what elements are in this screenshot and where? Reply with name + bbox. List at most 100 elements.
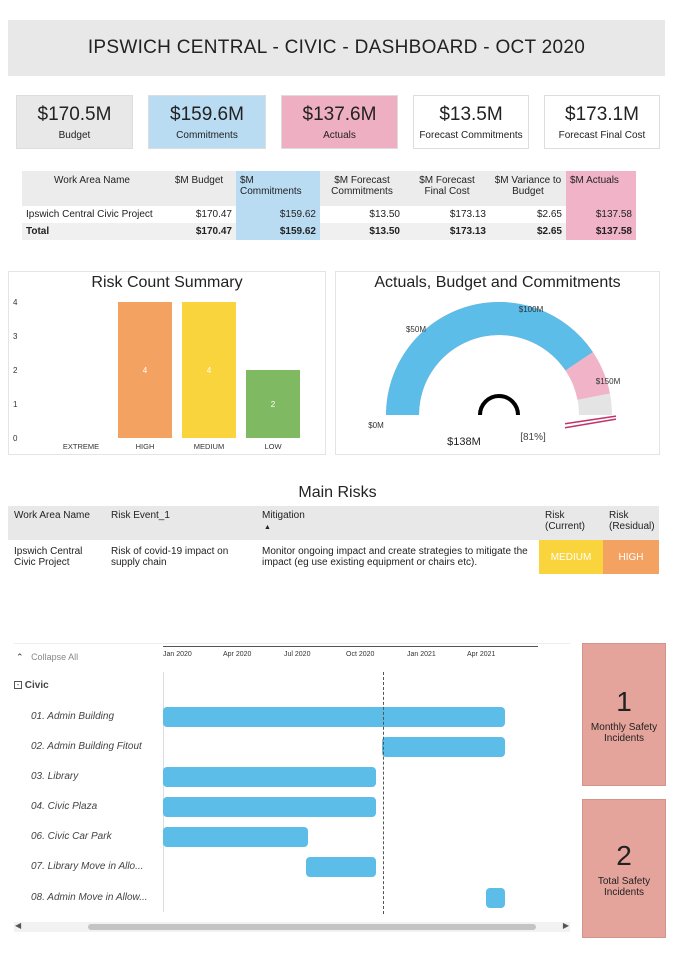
- gauge-percent-label: [81%]: [520, 432, 546, 443]
- scroll-left-icon[interactable]: ◀: [15, 921, 22, 930]
- gantt-bar[interactable]: [163, 767, 377, 787]
- table-row[interactable]: Ipswich Central Civic Project $170.47 $1…: [22, 206, 636, 223]
- scroll-right-icon[interactable]: ▶: [562, 921, 569, 930]
- y-tick-label: 0: [13, 434, 18, 443]
- column-header[interactable]: Risk (Residual): [603, 506, 659, 540]
- column-header[interactable]: $M Forecast Final Cost: [404, 171, 490, 206]
- x-category-label: MEDIUM: [194, 442, 224, 451]
- bar-value-label: 4: [143, 366, 148, 375]
- task-row-label[interactable]: 02. Admin Building Fitout: [31, 741, 142, 752]
- table-cell: Ipswich Central Civic Project: [14, 546, 83, 568]
- kpi-budget[interactable]: $170.5M Budget: [16, 95, 133, 149]
- table-row[interactable]: Ipswich Central Civic Project Risk of co…: [8, 540, 659, 574]
- scrollbar-thumb[interactable]: [88, 924, 536, 930]
- column-header[interactable]: Work Area Name: [8, 506, 105, 540]
- kpi-value: $170.5M: [37, 103, 112, 125]
- table-cell: Ipswich Central Civic Project: [26, 209, 153, 220]
- table-cell: $13.50: [369, 209, 400, 220]
- column-header-mitigation[interactable]: Mitigation ▲: [256, 506, 539, 540]
- safety-label: Total Safety Incidents: [597, 875, 651, 898]
- column-header[interactable]: $M Actuals: [566, 171, 636, 206]
- task-row-label[interactable]: 04. Civic Plaza: [31, 801, 98, 812]
- x-category-label: HIGH: [136, 442, 155, 451]
- gauge-tick-label: $100M: [519, 305, 544, 314]
- table-cell: $173.13: [449, 209, 486, 220]
- gantt-bar[interactable]: [382, 737, 505, 757]
- y-tick-label: 4: [13, 298, 18, 307]
- task-row-label[interactable]: 01. Admin Building: [31, 711, 115, 722]
- y-tick-label: 1: [13, 400, 18, 409]
- chart-title: Actuals, Budget and Commitments: [374, 274, 621, 291]
- column-header[interactable]: $M Budget: [162, 171, 236, 206]
- table-cell: $2.65: [536, 209, 562, 220]
- gantt-bar[interactable]: [163, 797, 377, 817]
- bar-high: [118, 302, 172, 438]
- kpi-value: $173.1M: [565, 103, 639, 125]
- gantt-bar[interactable]: [163, 827, 308, 847]
- monthly-safety-card[interactable]: 1 Monthly Safety Incidents: [582, 643, 666, 786]
- x-category-label: LOW: [264, 442, 282, 451]
- column-header[interactable]: Work Area Name: [22, 171, 162, 206]
- gantt-bar[interactable]: [305, 857, 377, 877]
- risk-count-chart: 0 1 2 3 4 EXTREME 4 HIGH 4 MEDIUM 2 LOW: [13, 298, 300, 451]
- group-row-civic[interactable]: - Civic: [14, 680, 49, 691]
- kpi-label: Commitments: [176, 129, 238, 141]
- y-tick-label: 3: [13, 332, 18, 341]
- chart-title: Risk Count Summary: [91, 274, 243, 291]
- page-title: IPSWICH CENTRAL - CIVIC - DASHBOARD - OC…: [8, 20, 665, 76]
- table-header-row: Work Area Name $M Budget $M Commitments …: [22, 171, 636, 206]
- y-tick-label: 2: [13, 366, 18, 375]
- gauge-value-label: $138M: [447, 436, 481, 448]
- table-cell: $13.50: [320, 223, 404, 240]
- timeline-month-label: Jan 2021: [407, 651, 436, 658]
- kpi-actuals[interactable]: $137.6M Actuals: [281, 95, 398, 149]
- risk-residual-badge: HIGH: [603, 540, 659, 574]
- column-header[interactable]: $M Commitments: [236, 171, 320, 206]
- task-list: [14, 672, 164, 912]
- table-cell: Total: [22, 223, 162, 240]
- table-cell: Monitor ongoing impact and create strate…: [262, 546, 528, 568]
- kpi-value: $159.6M: [170, 103, 244, 125]
- task-row-label[interactable]: 08. Admin Move in Allow...: [31, 892, 148, 903]
- bar-value-label: 2: [271, 400, 276, 409]
- group-label: Civic: [24, 680, 49, 691]
- risk-current-badge: MEDIUM: [539, 540, 603, 574]
- kpi-commitments[interactable]: $159.6M Commitments: [148, 95, 266, 149]
- column-header[interactable]: Risk (Current): [539, 506, 603, 540]
- table-cell: $159.62: [236, 206, 320, 223]
- column-header[interactable]: $M Forecast Commitments: [320, 171, 404, 206]
- task-row-label[interactable]: 07. Library Move in Allo...: [31, 861, 144, 872]
- main-risks-title: Main Risks: [298, 484, 377, 501]
- task-row-label[interactable]: 06. Civic Car Park: [31, 831, 112, 842]
- column-header[interactable]: Risk Event_1: [105, 506, 256, 540]
- horizontal-scrollbar[interactable]: ◀ ▶: [14, 921, 570, 932]
- collapse-all-button[interactable]: ⌃ Collapse All: [16, 652, 78, 663]
- sort-ascending-icon[interactable]: ▲: [264, 524, 271, 531]
- table-cell: $170.47: [162, 223, 236, 240]
- gantt-bar[interactable]: [163, 707, 505, 727]
- timeline-month-label: Apr 2020: [223, 651, 252, 658]
- column-header[interactable]: $M Variance to Budget: [490, 171, 566, 206]
- kpi-value: $13.5M: [439, 103, 503, 125]
- gauge-budget-needle: [564, 415, 617, 425]
- total-safety-card[interactable]: 2 Total Safety Incidents: [582, 799, 666, 938]
- kpi-forecast-commitments[interactable]: $13.5M Forecast Commitments: [413, 95, 529, 149]
- gantt-bar[interactable]: [485, 888, 505, 908]
- kpi-value: $137.6M: [302, 103, 377, 125]
- table-cell: $137.58: [566, 206, 636, 223]
- timeline-month-label: Apr 2021: [467, 651, 496, 658]
- task-row-label[interactable]: 03. Library: [31, 771, 79, 782]
- gauge-chart: $0M $50M $100M $150M $138M [81%]: [368, 302, 621, 448]
- x-category-label: EXTREME: [63, 442, 99, 451]
- kpi-label: Budget: [58, 129, 91, 141]
- collapse-square-icon[interactable]: -: [14, 681, 22, 690]
- kpi-forecast-final-cost[interactable]: $173.1M Forecast Final Cost: [544, 95, 660, 149]
- table-cell: $173.13: [404, 223, 490, 240]
- safety-count: 1: [616, 685, 632, 717]
- timeline-month-label: Jan 2020: [163, 651, 192, 658]
- timeline-month-label: Oct 2020: [346, 651, 375, 658]
- safety-count: 2: [616, 839, 632, 871]
- kpi-label: Forecast Final Cost: [558, 129, 646, 141]
- gauge-tick-label: $0M: [368, 421, 384, 430]
- chevron-up-icon: ⌃: [16, 652, 24, 662]
